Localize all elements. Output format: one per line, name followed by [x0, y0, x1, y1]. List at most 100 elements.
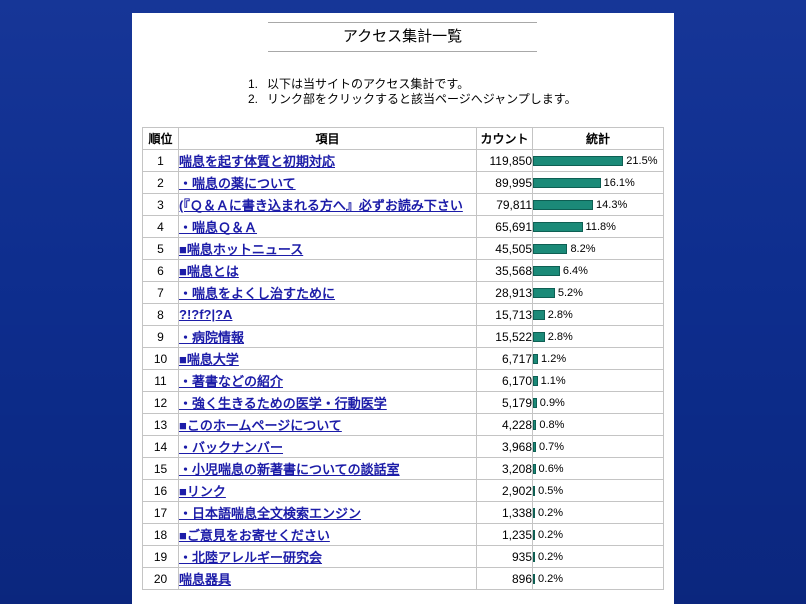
- percentage-label: 2.8%: [547, 309, 573, 322]
- table-row: 4 ・喘息Ｑ＆Ａ 65,691 11.8%: [142, 215, 664, 238]
- stat-cell: 0.5%: [532, 479, 664, 502]
- page-link[interactable]: ■喘息ホットニュース: [179, 242, 304, 257]
- table-row: 14 ・バックナンバー 3,968 0.7%: [142, 435, 664, 458]
- percentage-label: 0.8%: [539, 419, 565, 432]
- count-cell: 935: [476, 545, 533, 568]
- stat-cell: 21.5%: [532, 149, 664, 172]
- item-cell: ■リンク: [178, 479, 477, 502]
- table-row: 16 ■リンク 2,902 0.5%: [142, 479, 664, 502]
- percentage-label: 0.7%: [538, 441, 565, 454]
- page-link[interactable]: ■このホームページについて: [179, 418, 342, 433]
- count-cell: 6,170: [476, 369, 533, 392]
- rank-cell: 2: [142, 171, 179, 194]
- stat-cell: 11.8%: [532, 215, 664, 238]
- count-cell: 1,235: [476, 523, 533, 546]
- page-link[interactable]: ・北陸アレルギー研究会: [179, 550, 323, 565]
- page-link[interactable]: ・小児喘息の新著書についての談話室: [179, 462, 400, 477]
- percentage-label: 2.8%: [547, 331, 573, 344]
- table-row: 3 (『Ｑ＆Ａに書き込まれる方へ』必ずお読み下さい 79,811 14.3%: [142, 193, 664, 216]
- item-cell: ■喘息大学: [178, 347, 477, 370]
- percentage-bar: [533, 178, 601, 189]
- page-link[interactable]: ・日本語喘息全文検索エンジン: [179, 506, 362, 521]
- rank-cell: 8: [142, 303, 179, 326]
- percentage-bar: [533, 200, 594, 211]
- stat-cell: 1.1%: [532, 369, 664, 392]
- stat-cell: 0.7%: [532, 435, 664, 458]
- header-count: カウント: [476, 127, 533, 150]
- percentage-bar: [533, 376, 538, 387]
- percentage-label: 0.5%: [538, 485, 564, 498]
- count-cell: 4,228: [476, 413, 533, 436]
- page-link[interactable]: 喘息を起す体質と初期対応: [179, 154, 336, 169]
- table-row: 9 ・病院情報 15,522 2.8%: [142, 325, 664, 348]
- page-link[interactable]: ■喘息とは: [179, 264, 239, 279]
- item-cell: ・病院情報: [178, 325, 477, 348]
- stat-cell: 0.2%: [532, 501, 664, 524]
- count-cell: 35,568: [476, 259, 533, 282]
- rank-cell: 16: [142, 479, 179, 502]
- percentage-bar: [533, 464, 536, 475]
- page-link[interactable]: (『Ｑ＆Ａに書き込まれる方へ』必ずお読み下さい: [179, 198, 463, 213]
- table-row: 11 ・著書などの紹介 6,170 1.1%: [142, 369, 664, 392]
- count-cell: 79,811: [476, 193, 533, 216]
- stat-cell: 5.2%: [532, 281, 664, 304]
- page-link[interactable]: ・強く生きるための医学・行動医学: [179, 396, 387, 411]
- page-link[interactable]: ・喘息の薬について: [179, 176, 296, 191]
- rank-cell: 14: [142, 435, 179, 458]
- page-link[interactable]: ・喘息をよくし治すために: [179, 286, 336, 301]
- rank-cell: 6: [142, 259, 179, 282]
- table-row: 13 ■このホームページについて 4,228 0.8%: [142, 413, 664, 436]
- percentage-bar: [533, 486, 536, 497]
- table-header: 順位 項目 カウント 統計: [142, 127, 664, 150]
- count-cell: 6,717: [476, 347, 533, 370]
- count-cell: 15,713: [476, 303, 533, 326]
- stat-cell: 0.8%: [532, 413, 664, 436]
- table-row: 2 ・喘息の薬について 89,995 16.1%: [142, 171, 664, 194]
- rank-cell: 1: [142, 149, 179, 172]
- page-link[interactable]: ?!?f?|?A: [179, 307, 233, 322]
- percentage-label: 0.6%: [538, 463, 564, 476]
- percentage-label: 11.8%: [585, 221, 616, 234]
- percentage-bar: [533, 310, 545, 321]
- page-link[interactable]: ・喘息Ｑ＆Ａ: [179, 220, 258, 235]
- page-link[interactable]: ・バックナンバー: [179, 440, 284, 455]
- rank-cell: 12: [142, 391, 179, 414]
- page-link[interactable]: ・病院情報: [179, 330, 245, 345]
- percentage-bar: [533, 332, 545, 343]
- count-cell: 2,902: [476, 479, 533, 502]
- page-link[interactable]: ■ご意見をお寄せください: [179, 528, 330, 543]
- percentage-bar: [533, 244, 568, 255]
- table-row: 5 ■喘息ホットニュース 45,505 8.2%: [142, 237, 664, 260]
- access-table: 順位 項目 カウント 統計 1 喘息を起す体質と初期対応 119,850 21.5% 2…: [142, 127, 664, 590]
- item-cell: ■喘息ホットニュース: [178, 237, 477, 260]
- item-cell: ・強く生きるための医学・行動医学: [178, 391, 477, 414]
- percentage-bar: [533, 508, 535, 519]
- rank-cell: 18: [142, 523, 179, 546]
- percentage-bar: [533, 156, 624, 167]
- note-marker: 1.: [248, 77, 259, 91]
- rank-cell: 10: [142, 347, 179, 370]
- item-cell: ・バックナンバー: [178, 435, 477, 458]
- count-cell: 1,338: [476, 501, 533, 524]
- percentage-label: 8.2%: [570, 243, 596, 256]
- rank-cell: 7: [142, 281, 179, 304]
- header-rank: 順位: [142, 127, 179, 150]
- note-marker: 2.: [248, 92, 259, 106]
- rank-cell: 13: [142, 413, 179, 436]
- stat-cell: 16.1%: [532, 171, 664, 194]
- stat-cell: 0.2%: [532, 567, 664, 590]
- table-row: 15 ・小児喘息の新著書についての談話室 3,208 0.6%: [142, 457, 664, 480]
- stat-cell: 1.2%: [532, 347, 664, 370]
- header-item: 項目: [178, 127, 477, 150]
- page-link[interactable]: ・著書などの紹介: [179, 374, 284, 389]
- table-row: 19 ・北陸アレルギー研究会 935 0.2%: [142, 545, 664, 568]
- note-text: リンク部をクリックすると該当ページへジャンプします。: [267, 92, 577, 106]
- page-link[interactable]: ■喘息大学: [179, 352, 239, 367]
- item-cell: ・著書などの紹介: [178, 369, 477, 392]
- count-cell: 45,505: [476, 237, 533, 260]
- page-link[interactable]: 喘息器具: [179, 572, 232, 587]
- item-cell: ・北陸アレルギー研究会: [178, 545, 477, 568]
- percentage-label: 0.2%: [538, 529, 564, 542]
- stat-cell: 0.6%: [532, 457, 664, 480]
- page-link[interactable]: ■リンク: [179, 484, 226, 499]
